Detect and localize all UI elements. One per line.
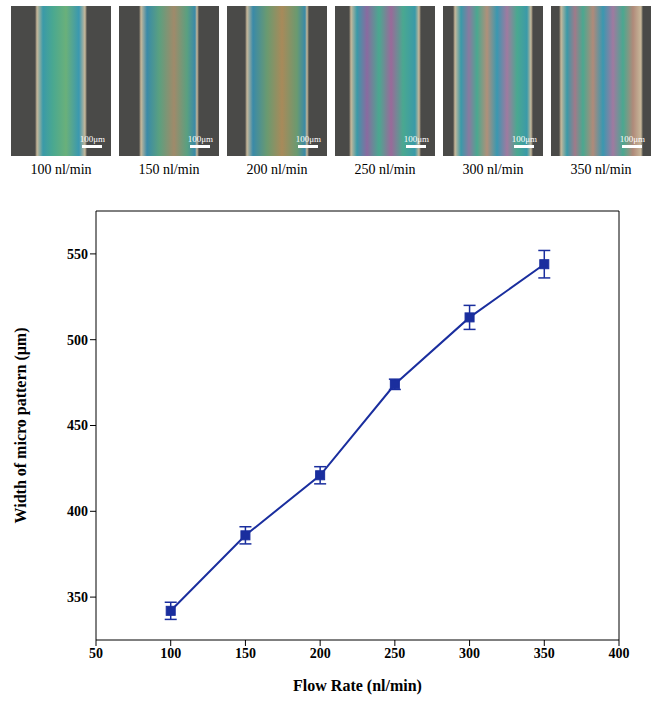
html-text:100 nl/min: 100 nl/min <box>30 162 92 177</box>
html-text:200 nl/min: 200 nl/min <box>246 162 308 177</box>
svg-text:50: 50 <box>89 646 103 661</box>
html-text:250 nl/min: 250 nl/min <box>354 162 416 177</box>
svg-text:450: 450 <box>67 418 88 433</box>
html-text:350 nl/min: 350 nl/min <box>570 162 632 177</box>
svg-text:150: 150 <box>235 646 256 661</box>
svg-text:Width of micro pattern (μm): Width of micro pattern (μm) <box>12 327 30 523</box>
html-text:100μm: 100μm <box>619 134 645 144</box>
svg-text:300: 300 <box>459 646 480 661</box>
html-text:300 nl/min: 300 nl/min <box>462 162 524 177</box>
svg-text:400: 400 <box>609 646 630 661</box>
svg-text:Flow Rate (nl/min): Flow Rate (nl/min) <box>293 677 422 695</box>
html-text:150 nl/min: 150 nl/min <box>138 162 200 177</box>
svg-text:350: 350 <box>67 590 88 605</box>
svg-text:250: 250 <box>384 646 405 661</box>
svg-text:500: 500 <box>67 333 88 348</box>
svg-text:400: 400 <box>67 504 88 519</box>
html-text:100μm: 100μm <box>295 134 321 144</box>
html-text:100μm: 100μm <box>511 134 537 144</box>
svg-text:350: 350 <box>534 646 555 661</box>
svg-text:100: 100 <box>160 646 181 661</box>
html-text:100μm: 100μm <box>403 134 429 144</box>
svg-text:550: 550 <box>67 247 88 262</box>
svg-text:200: 200 <box>310 646 331 661</box>
html-text:100μm: 100μm <box>79 134 105 144</box>
html-text:100μm: 100μm <box>187 134 213 144</box>
